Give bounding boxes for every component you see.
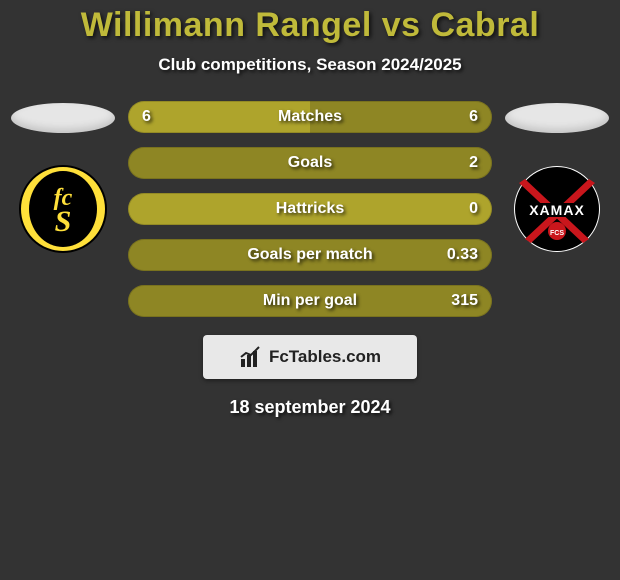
comparison-row: fc S 6 Matches 6 Goals 2: [0, 101, 620, 317]
page-title: Willimann Rangel vs Cabral: [81, 6, 540, 45]
stat-row-goals: Goals 2: [128, 147, 492, 179]
stat-row-hattricks: Hattricks 0: [128, 193, 492, 225]
watermark-text: FcTables.com: [269, 347, 381, 367]
date-label: 18 september 2024: [229, 397, 390, 418]
left-player-placeholder: [11, 103, 115, 133]
left-player-column: fc S: [0, 101, 120, 253]
stat-right-value: 0.33: [438, 246, 478, 264]
svg-text:S: S: [55, 205, 72, 238]
stat-right-value: 2: [438, 154, 478, 172]
svg-text:XAMAX: XAMAX: [529, 202, 585, 218]
schaffhausen-badge-icon: fc S: [19, 165, 107, 253]
watermark-badge: FcTables.com: [203, 335, 417, 379]
stat-right-value: 0: [438, 200, 478, 218]
svg-text:FCS: FCS: [550, 230, 564, 237]
comparison-infographic: Willimann Rangel vs Cabral Club competit…: [0, 0, 620, 580]
right-player-placeholder: [505, 103, 609, 133]
xamax-badge-icon: XAMAX FCS: [513, 165, 601, 253]
stat-row-goals-per-match: Goals per match 0.33: [128, 239, 492, 271]
right-club-badge: XAMAX FCS: [513, 165, 601, 253]
stat-row-min-per-goal: Min per goal 315: [128, 285, 492, 317]
stat-right-value: 315: [438, 292, 478, 310]
chart-icon: [239, 345, 263, 369]
season-subtitle: Club competitions, Season 2024/2025: [158, 55, 461, 75]
stat-row-matches: 6 Matches 6: [128, 101, 492, 133]
stats-column: 6 Matches 6 Goals 2 Hattricks 0: [120, 101, 500, 317]
left-club-badge: fc S: [19, 165, 107, 253]
stat-right-value: 6: [438, 108, 478, 126]
right-player-column: XAMAX FCS: [500, 101, 620, 253]
